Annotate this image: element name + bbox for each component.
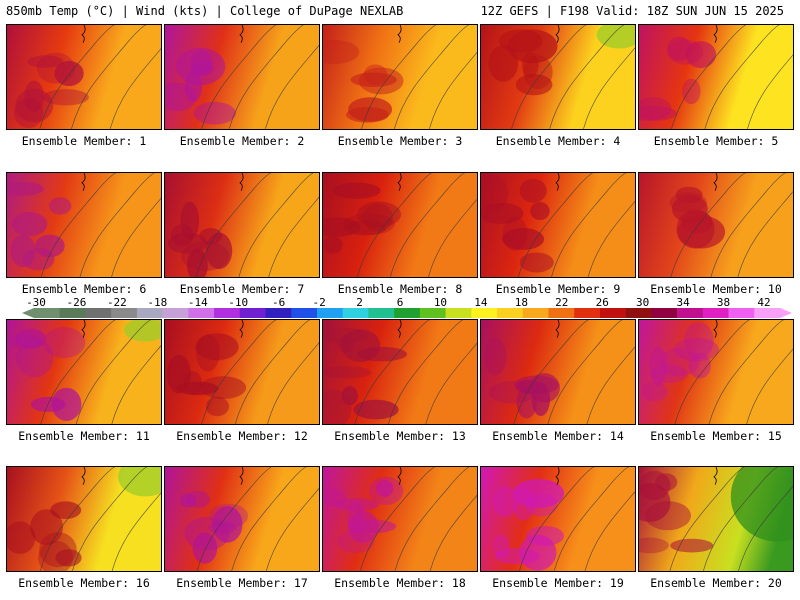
colorbar-tick-label: 10 xyxy=(433,296,448,309)
colorbar-tick-label: -6 xyxy=(272,296,286,309)
colorbar-tick-label: -18 xyxy=(147,296,168,309)
member-map xyxy=(164,466,320,572)
member-map xyxy=(6,24,162,130)
member-caption: Ensemble Member: 17 xyxy=(176,576,308,590)
colorbar-cell xyxy=(471,308,498,318)
colorbar-tick-label: 34 xyxy=(676,296,690,309)
colorbar-tick-label: 26 xyxy=(595,296,609,309)
colorbar-cell xyxy=(574,308,601,318)
colorbar-cell xyxy=(625,308,652,318)
colorbar-cell xyxy=(651,308,678,318)
member-map xyxy=(164,24,320,130)
colorbar-tick-label: 18 xyxy=(514,296,528,309)
member-map xyxy=(480,319,636,425)
colorbar-cell xyxy=(394,308,421,318)
colorbar-cell xyxy=(59,308,86,318)
colorbar-tick-label: 6 xyxy=(396,296,404,309)
colorbar-tick-label: 38 xyxy=(716,296,731,309)
member-caption: Ensemble Member: 4 xyxy=(495,134,621,148)
member-caption: Ensemble Member: 3 xyxy=(337,134,463,148)
colorbar-tick-label: -30 xyxy=(26,296,46,309)
member-caption: Ensemble Member: 8 xyxy=(337,282,463,296)
colorbar-cell xyxy=(265,308,292,318)
colorbar-cell xyxy=(214,308,241,318)
member-map xyxy=(638,24,794,130)
colorbar-cell xyxy=(316,308,343,318)
colorbar-cell xyxy=(111,308,138,318)
colorbar-cell xyxy=(419,308,446,318)
member-map xyxy=(322,319,478,425)
member-caption: Ensemble Member: 9 xyxy=(495,282,621,296)
member-caption: Ensemble Member: 16 xyxy=(18,576,150,590)
member-caption: Ensemble Member: 20 xyxy=(650,576,782,590)
member-caption: Ensemble Member: 6 xyxy=(21,282,147,296)
member-caption: Ensemble Member: 14 xyxy=(492,429,624,443)
colorbar-cell xyxy=(497,308,524,318)
colorbar-cell xyxy=(728,308,755,318)
member-map xyxy=(164,172,320,278)
colorbar-cell xyxy=(188,308,215,318)
member-caption: Ensemble Member: 2 xyxy=(179,134,305,148)
colorbar-arrow-right xyxy=(780,308,792,318)
member-caption: Ensemble Member: 5 xyxy=(653,134,779,148)
member-caption: Ensemble Member: 18 xyxy=(334,576,466,590)
colorbar-tick-label: 14 xyxy=(474,296,488,309)
colorbar-cell xyxy=(162,308,189,318)
member-map xyxy=(322,172,478,278)
colorbar-tick-label: -14 xyxy=(187,296,208,309)
member-map xyxy=(6,466,162,572)
colorbar-tick-label: 2 xyxy=(356,296,363,309)
colorbar-tick-label: -2 xyxy=(312,296,326,309)
header-left: 850mb Temp (°C) | Wind (kts) | College o… xyxy=(6,4,404,18)
colorbar-tick-label: -26 xyxy=(66,296,87,309)
member-caption: Ensemble Member: 12 xyxy=(176,429,308,443)
colorbar-tick-label: 30 xyxy=(636,296,650,309)
member-caption: Ensemble Member: 15 xyxy=(650,429,782,443)
member-caption: Ensemble Member: 19 xyxy=(492,576,624,590)
colorbar-cell xyxy=(702,308,729,318)
colorbar-cell xyxy=(548,308,575,318)
colorbar-cell xyxy=(368,308,395,318)
member-map xyxy=(638,319,794,425)
member-map xyxy=(164,319,320,425)
colorbar-cell xyxy=(342,308,369,318)
colorbar-cell xyxy=(85,308,112,318)
colorbar-cell xyxy=(291,308,318,318)
member-caption: Ensemble Member: 13 xyxy=(334,429,466,443)
member-map xyxy=(638,466,794,572)
member-map xyxy=(6,319,162,425)
member-map xyxy=(6,172,162,278)
member-caption: Ensemble Member: 1 xyxy=(21,134,147,148)
colorbar-cell xyxy=(136,308,163,318)
colorbar-tick-label: 42 xyxy=(757,296,771,309)
colorbar-cell xyxy=(677,308,704,318)
colorbar-tick-label: -10 xyxy=(228,296,249,309)
colorbar-tick-label: -22 xyxy=(106,296,127,309)
colorbar-cell xyxy=(599,308,626,318)
colorbar-cell xyxy=(239,308,266,318)
member-caption: Ensemble Member: 10 xyxy=(650,282,782,296)
colorbar-tick-label: 22 xyxy=(555,296,569,309)
member-map xyxy=(480,24,636,130)
colorbar-cell xyxy=(754,308,781,318)
colorbar-arrow-left xyxy=(22,308,34,318)
member-map xyxy=(638,172,794,278)
colorbar-cell xyxy=(522,308,549,318)
member-map xyxy=(480,172,636,278)
member-map xyxy=(322,466,478,572)
header-right: 12Z GEFS | F198 Valid: 18Z SUN JUN 15 20… xyxy=(480,4,784,18)
member-caption: Ensemble Member: 7 xyxy=(179,282,305,296)
member-map xyxy=(480,466,636,572)
member-map xyxy=(322,24,478,130)
colorbar xyxy=(22,308,792,318)
colorbar-cell xyxy=(34,308,61,318)
colorbar-cell xyxy=(445,308,472,318)
member-caption: Ensemble Member: 11 xyxy=(18,429,150,443)
